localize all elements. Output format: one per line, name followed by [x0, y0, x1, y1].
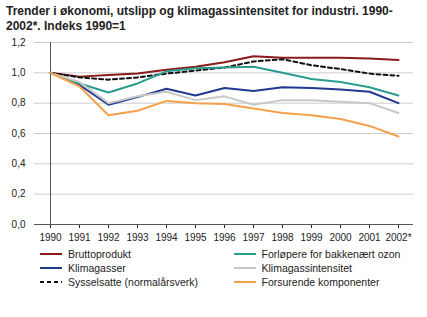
html-text:Klimagassintensitet: Klimagassintensitet — [261, 262, 352, 274]
html-text:Bruttoprodukt: Bruttoprodukt — [68, 248, 131, 260]
svg-text:1995: 1995 — [184, 232, 207, 243]
svg-text:1990: 1990 — [39, 232, 62, 243]
svg-text:1991: 1991 — [68, 232, 91, 243]
html-text:Klimagasser: Klimagasser — [68, 262, 126, 274]
html-text:Forsurende komponenter: Forsurende komponenter — [261, 276, 380, 288]
svg-text:2002*: 2002* — [385, 232, 411, 243]
svg-text:1,2: 1,2 — [12, 37, 26, 48]
html-text:Sysselsatte (normalårsverk): Sysselsatte (normalårsverk) — [68, 276, 199, 288]
svg-text:2000: 2000 — [329, 232, 352, 243]
svg-text:0,8: 0,8 — [12, 97, 26, 108]
svg-text:1996: 1996 — [213, 232, 236, 243]
svg-text:0,6: 0,6 — [12, 128, 26, 139]
svg-text:1997: 1997 — [242, 232, 265, 243]
svg-text:0,0: 0,0 — [12, 219, 26, 230]
svg-text:0,2: 0,2 — [12, 188, 26, 199]
svg-text:1999: 1999 — [300, 232, 323, 243]
svg-text:1,0: 1,0 — [12, 67, 26, 78]
svg-text:0,4: 0,4 — [12, 158, 26, 169]
html-text:Trender i økonomi, utslipp og: Trender i økonomi, utslipp og klimagassi… — [6, 4, 393, 33]
html-text:Forløpere for bakkenært ozon: Forløpere for bakkenært ozon — [261, 248, 401, 260]
svg-text:1998: 1998 — [271, 232, 294, 243]
svg-text:2001: 2001 — [358, 232, 381, 243]
svg-text:1993: 1993 — [126, 232, 149, 243]
svg-text:1992: 1992 — [97, 232, 120, 243]
svg-text:1994: 1994 — [155, 232, 178, 243]
